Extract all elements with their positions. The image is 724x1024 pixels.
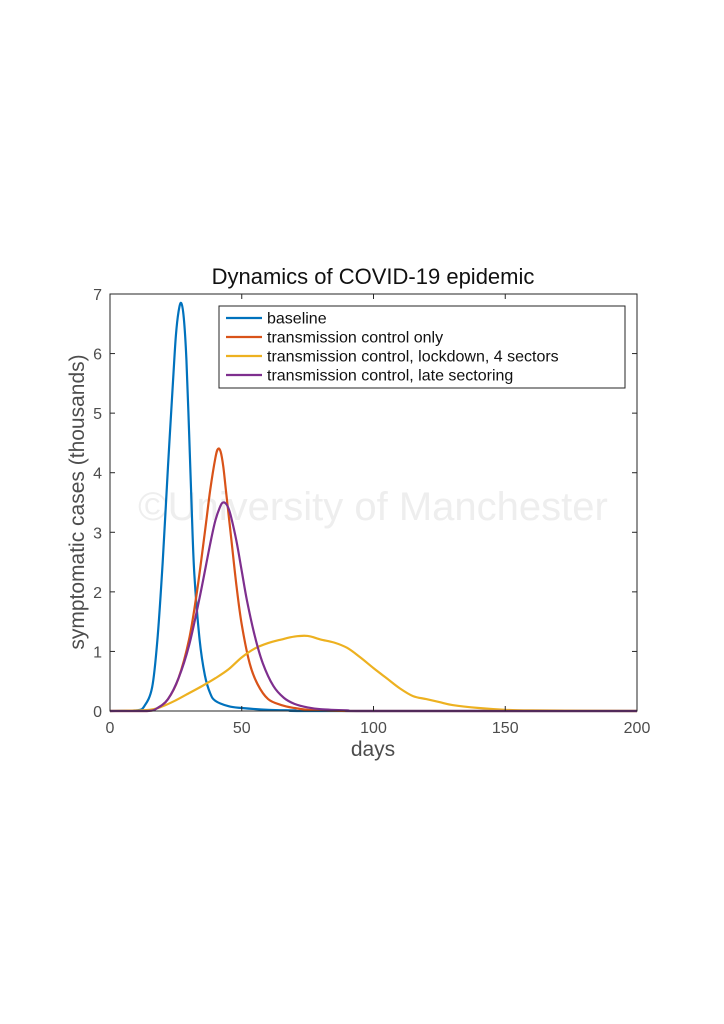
y-tick-label: 7 (93, 287, 102, 304)
legend-entry: baseline (267, 311, 327, 328)
series-line-1 (109, 301, 637, 713)
series-layer (109, 301, 638, 713)
y-tick-label: 6 (93, 347, 102, 364)
y-tick-label: 0 (93, 704, 102, 721)
y-tick-label: 2 (93, 585, 102, 602)
legend: baseline transmission control only transmi… (218, 305, 626, 389)
legend-entry: transmission control only (267, 330, 443, 347)
watermark-text: ©University of Manchester (138, 485, 608, 529)
x-axis-label: days (351, 738, 395, 761)
series-line-3 (109, 634, 638, 713)
chart-title: Dynamics of COVID-19 epidemic (212, 264, 535, 289)
y-axis-label: symptomatic cases (thousands) (66, 354, 89, 649)
legend-entry: transmission control, late sectoring (267, 368, 513, 385)
y-tick-label: 5 (93, 406, 102, 423)
legend-box (218, 305, 626, 389)
x-tick-label: 200 (624, 720, 651, 737)
series-line-4 (110, 501, 637, 713)
y-tick-label: 3 (93, 525, 102, 542)
y-tick-label: 4 (93, 466, 102, 483)
x-tick-label: 0 (106, 720, 115, 737)
x-tick-label: 100 (360, 720, 387, 737)
y-tick-label: 1 (93, 644, 102, 661)
x-tick-label: 50 (233, 720, 251, 737)
axes-layer: 0 50 100 150 200 0 1 2 3 4 5 6 7 (93, 287, 650, 737)
x-tick-label: 150 (492, 720, 519, 737)
legend-entry: transmission control, lockdown, 4 sector… (267, 349, 559, 366)
